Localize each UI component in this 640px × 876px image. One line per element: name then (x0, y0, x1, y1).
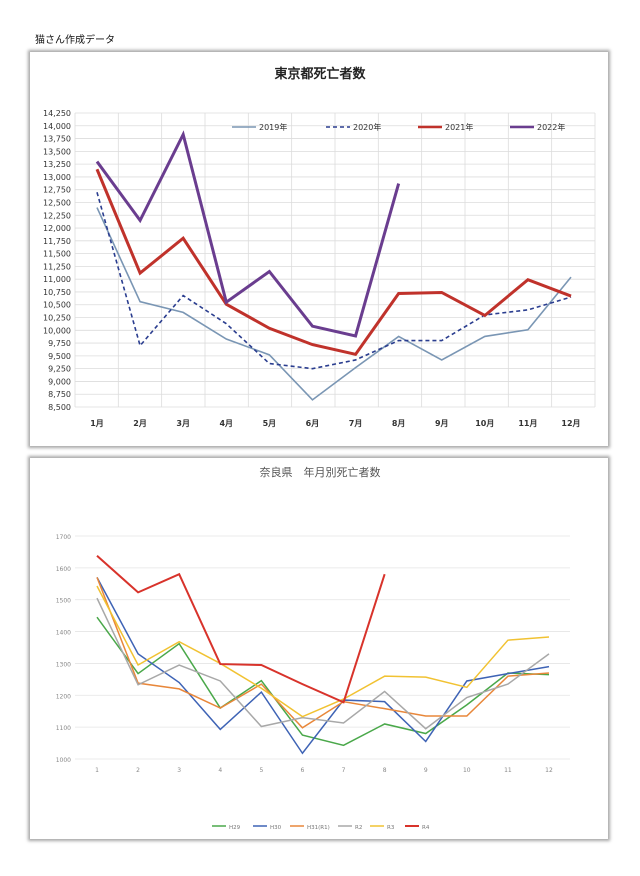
nara-x-tick-label: 7 (342, 767, 346, 774)
tokyo-y-tick-label: 9,750 (48, 339, 71, 348)
nara-y-tick-label: 1300 (56, 661, 71, 668)
nara-legend-label: H30 (270, 825, 282, 831)
tokyo-legend-label: 2022年 (537, 122, 565, 132)
tokyo-y-tick-label: 10,000 (43, 326, 71, 335)
tokyo-y-tick-label: 11,500 (43, 250, 71, 259)
tokyo-y-tick-label: 9,000 (48, 377, 71, 386)
nara-series-line-R4 (96, 555, 386, 704)
tokyo-x-tick-label: 11月 (518, 419, 537, 428)
tokyo-y-tick-label: 13,000 (43, 173, 71, 182)
nara-x-tick-label: 6 (301, 767, 305, 774)
nara-x-tick-label: 12 (545, 767, 553, 774)
nara-series-line-H31(R1) (96, 577, 550, 729)
nara-legend-label: R2 (355, 825, 362, 831)
caption: 猫さん作成データ (35, 35, 115, 46)
tokyo-x-tick-label: 9月 (435, 419, 449, 428)
tokyo-y-tick-label: 13,500 (43, 147, 71, 156)
tokyo-y-tick-label: 12,500 (43, 198, 71, 207)
tokyo-x-tick-label: 10月 (475, 419, 494, 428)
tokyo-chart-frame (30, 52, 608, 446)
tokyo-y-tick-label: 8,750 (48, 390, 71, 399)
tokyo-y-tick-label: 10,750 (43, 288, 71, 297)
tokyo-legend-label: 2020年 (353, 122, 381, 132)
tokyo-y-tick-label: 9,500 (48, 352, 71, 361)
tokyo-x-tick-label: 7月 (349, 419, 363, 428)
nara-y-tick-label: 1500 (56, 598, 71, 605)
tokyo-x-tick-label: 3月 (176, 419, 190, 428)
tokyo-x-tick-label: 4月 (219, 419, 233, 428)
tokyo-legend-label: 2019年 (259, 122, 287, 132)
nara-legend-label: R4 (422, 825, 430, 831)
nara-series-line-R3 (96, 585, 550, 718)
tokyo-y-tick-label: 13,250 (43, 160, 71, 169)
nara-chart-title: 奈良県 年月別死亡者数 (260, 465, 381, 479)
tokyo-x-tick-label: 5月 (263, 419, 277, 428)
nara-x-tick-label: 5 (259, 767, 263, 774)
nara-x-tick-label: 11 (504, 767, 512, 774)
nara-x-tick-label: 10 (463, 767, 471, 774)
tokyo-series-line-2021年 (95, 168, 572, 357)
tokyo-y-tick-label: 10,250 (43, 314, 71, 323)
tokyo-y-tick-label: 13,750 (43, 135, 71, 144)
tokyo-series-line-2020年 (96, 192, 572, 370)
nara-y-tick-label: 1400 (56, 630, 71, 637)
nara-y-tick-label: 1600 (56, 566, 71, 573)
nara-chart-frame (30, 458, 608, 839)
tokyo-y-tick-label: 12,000 (43, 224, 71, 233)
tokyo-x-tick-label: 2月 (133, 419, 147, 428)
tokyo-x-tick-label: 6月 (306, 419, 320, 428)
tokyo-y-tick-label: 11,000 (43, 275, 71, 284)
nara-x-tick-label: 3 (177, 767, 181, 774)
tokyo-x-tick-label: 8月 (392, 419, 406, 428)
tokyo-y-tick-label: 9,250 (48, 365, 71, 374)
tokyo-chart-title: 東京都死亡者数 (274, 66, 366, 82)
nara-y-tick-label: 1100 (56, 725, 71, 732)
nara-legend-label: H31(R1) (307, 825, 330, 831)
nara-x-tick-label: 4 (218, 767, 222, 774)
nara-x-tick-label: 2 (136, 767, 140, 774)
tokyo-series-line-2019年 (96, 207, 572, 401)
tokyo-legend-label: 2021年 (445, 122, 473, 132)
tokyo-y-tick-label: 11,250 (43, 262, 71, 271)
nara-x-tick-label: 9 (424, 767, 428, 774)
nara-series-line-R2 (96, 597, 550, 730)
nara-series-line-H29 (96, 616, 550, 747)
nara-x-tick-label: 1 (95, 767, 99, 774)
tokyo-x-tick-label: 1月 (90, 419, 104, 428)
nara-y-tick-label: 1000 (56, 757, 71, 764)
tokyo-x-tick-label: 12月 (561, 419, 580, 428)
tokyo-y-tick-label: 8,500 (48, 403, 71, 412)
nara-x-tick-label: 8 (383, 767, 387, 774)
tokyo-y-tick-label: 14,250 (43, 109, 71, 118)
nara-y-tick-label: 1700 (56, 534, 71, 541)
tokyo-series-line-2022年 (95, 130, 401, 338)
tokyo-y-tick-label: 12,750 (43, 186, 71, 195)
tokyo-y-tick-label: 11,750 (43, 237, 71, 246)
tokyo-y-tick-label: 14,000 (43, 122, 71, 131)
tokyo-y-tick-label: 10,500 (43, 301, 71, 310)
nara-y-tick-label: 1200 (56, 693, 71, 700)
nara-legend-label: R3 (387, 825, 395, 831)
nara-legend-label: H29 (229, 825, 241, 831)
tokyo-y-tick-label: 12,250 (43, 211, 71, 220)
